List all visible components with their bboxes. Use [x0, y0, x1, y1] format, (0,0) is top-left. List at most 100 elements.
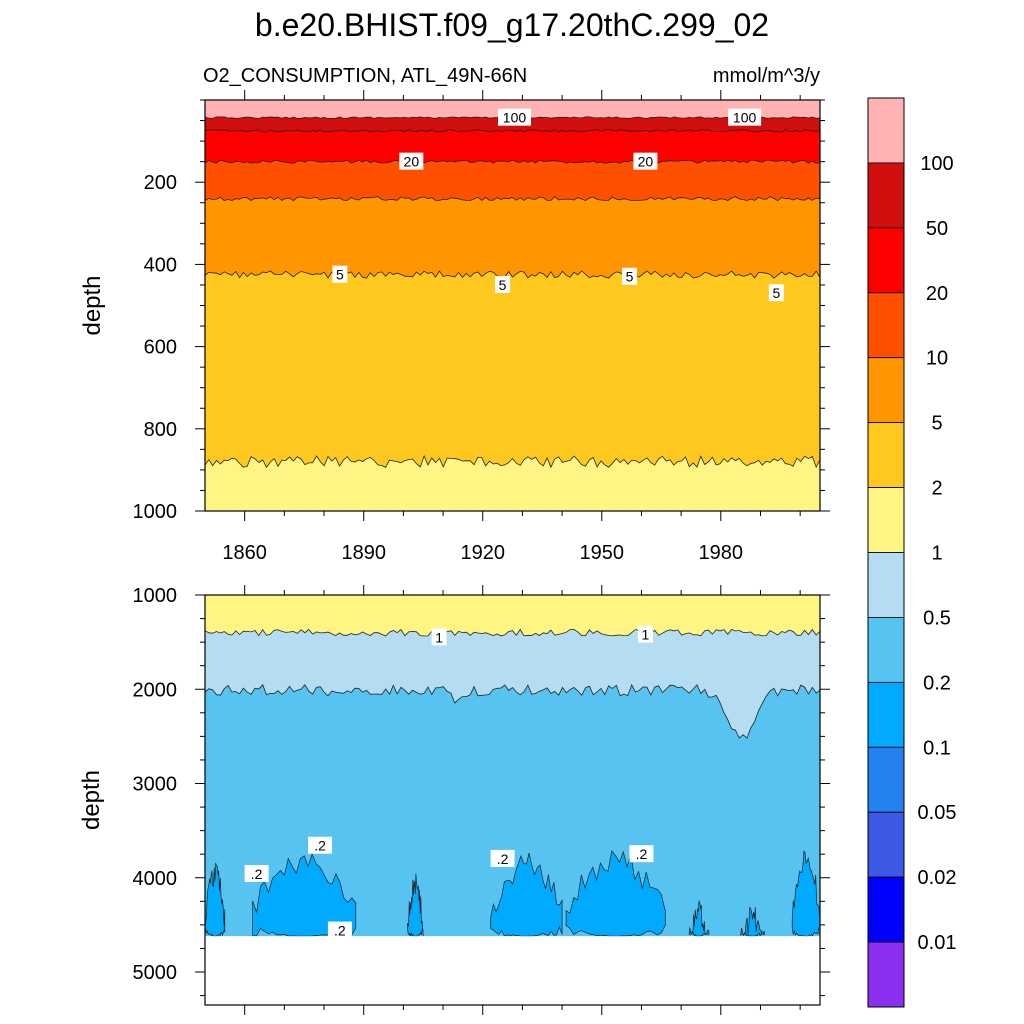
ocean-floor-mask — [205, 936, 820, 1005]
contour-label-box — [399, 152, 424, 170]
colorbar-label: 0.02 — [918, 867, 957, 889]
colorbar-label: 100 — [920, 153, 953, 175]
colorbar-swatch — [867, 357, 905, 424]
colorbar-swatch — [867, 941, 905, 1008]
variable-label: O2_CONSUMPTION, ATL_49N-66N — [203, 65, 527, 87]
contour-label-box — [637, 625, 653, 643]
contour-band-10 — [205, 160, 820, 201]
contour-label-text: .2 — [314, 838, 326, 854]
colorbar-label: 0.05 — [918, 802, 957, 824]
contour-label-text: .2 — [497, 851, 509, 867]
deep-contour-patch — [490, 852, 563, 937]
contour-band-5 — [205, 196, 820, 279]
y-tick-label: 3000 — [133, 774, 178, 796]
units-label: mmol/m^3/y — [713, 65, 820, 87]
contour-label-text: 100 — [503, 110, 527, 126]
y-axis-label: depth — [79, 275, 106, 335]
deep-contour-patch — [740, 906, 765, 937]
contour-label-text: 5 — [626, 269, 634, 285]
colorbar-label: 0.01 — [918, 932, 957, 954]
colorbar-swatch — [867, 227, 905, 294]
contour-label-text: .2 — [636, 846, 648, 862]
contour-label: .2 — [490, 849, 515, 867]
figure-title: b.e20.BHIST.f09_g17.20thC.299_02 — [255, 7, 769, 43]
y-tick-label: 4000 — [133, 868, 178, 890]
contour-label-box — [728, 108, 762, 126]
colorbar-swatch — [867, 681, 905, 748]
colorbar-label: 0.2 — [923, 672, 951, 694]
contour-label-box — [308, 836, 333, 854]
contour-label-text: 1 — [435, 629, 443, 645]
deep-contour-patch — [688, 900, 710, 937]
colorbar-swatch — [867, 617, 905, 683]
contour-label: .2 — [327, 921, 352, 939]
plot-area: 1 1 .2 .2 .2 .2 .2 — [205, 595, 820, 1005]
contour-label-text: .2 — [334, 923, 346, 939]
contour-label-text: 5 — [499, 277, 507, 293]
colorbar: 100 50 20 10 5 2 1 0.5 0.2 0.1 0.05 0.02 0.01 — [867, 97, 957, 1008]
contour-line — [205, 129, 820, 133]
contour-line — [205, 270, 820, 279]
contour-label-box — [633, 152, 658, 170]
colorbar-label: 20 — [926, 283, 948, 305]
y-tick-label: 400 — [144, 254, 177, 276]
contour-label: 20 — [633, 152, 658, 170]
contour-label: 1 — [431, 628, 447, 646]
deep-contour-patch — [407, 873, 424, 937]
contour-band-0_5 — [205, 629, 820, 738]
deep-contour-patch — [791, 850, 820, 937]
colorbar-frame — [867, 97, 905, 1008]
x-tick-label: 1860 — [222, 542, 267, 564]
contour-label-box — [327, 921, 352, 939]
contour-label-text: .2 — [251, 866, 263, 882]
contour-label-text: 20 — [638, 154, 654, 170]
upper-depth-panel: 100 100 20 20 5 5 5 5 200 400 600 800 1000 depth 1860 1… — [79, 90, 830, 564]
contour-line — [205, 196, 820, 202]
colorbar-swatch — [867, 422, 905, 488]
contour-label: .2 — [244, 864, 269, 882]
contour-label-box — [431, 628, 447, 646]
colorbar-swatch — [867, 552, 905, 618]
colorbar-swatch — [867, 876, 905, 943]
y-tick-label: 1000 — [133, 585, 178, 607]
colorbar-swatch — [867, 811, 905, 878]
x-tick-label: 1950 — [580, 542, 625, 564]
contour-band-20 — [205, 129, 820, 164]
contour-label-box — [495, 275, 511, 293]
deep-contour-patch — [205, 862, 226, 937]
colorbar-label: 2 — [931, 478, 942, 500]
contour-label: 100 — [728, 108, 762, 126]
colorbar-label: 0.1 — [923, 737, 951, 759]
contour-label-text: 5 — [772, 285, 780, 301]
contour-label-text: 1 — [642, 627, 650, 643]
colorbar-label: 50 — [926, 218, 948, 240]
contour-label: 5 — [622, 267, 638, 285]
y-tick-label: 1000 — [133, 501, 178, 523]
contour-label-text: 20 — [404, 154, 420, 170]
contour-label: .2 — [629, 845, 654, 863]
colorbar-label: 5 — [931, 413, 942, 435]
x-tick-label: 1980 — [699, 542, 744, 564]
y-tick-label: 200 — [144, 172, 177, 194]
contour-label-box — [497, 108, 531, 126]
contour-label: 5 — [768, 284, 784, 302]
contour-label-box — [490, 849, 515, 867]
contour-line — [205, 628, 820, 637]
y-axis-label: depth — [78, 770, 105, 830]
contour-label-box — [244, 864, 269, 882]
y-tick-label: 5000 — [133, 962, 178, 984]
colorbar-label: 1 — [931, 543, 942, 565]
colorbar-swatch — [867, 292, 905, 359]
x-tick-label: 1890 — [341, 542, 386, 564]
lower-depth-panel: 1 1 .2 .2 .2 .2 .2 1000 2000 3000 4000 5000 depth — [78, 585, 830, 1015]
contour-label-box — [629, 845, 654, 863]
colorbar-swatch — [867, 162, 905, 229]
contour-band-2 — [205, 271, 820, 468]
contour-label-box — [332, 265, 348, 283]
colorbar-swatch — [867, 97, 905, 164]
contour-label: 100 — [497, 108, 531, 126]
colorbar-label: 0.5 — [923, 607, 951, 629]
contour-label: 1 — [637, 625, 653, 643]
contour-label: .2 — [308, 836, 333, 854]
